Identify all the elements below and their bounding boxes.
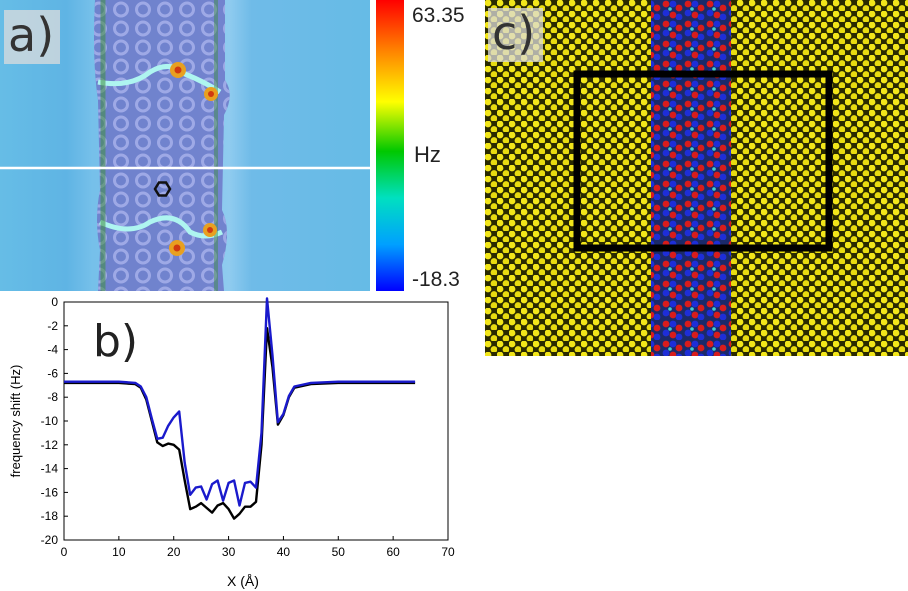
hexagon-marker [153, 181, 172, 197]
afm-map-panel [0, 0, 370, 291]
x-tick-label: 10 [112, 545, 126, 559]
ribbon-atoms [651, 0, 731, 356]
y-tick-label: -10 [41, 414, 59, 428]
panel-label-c: c) [488, 8, 544, 62]
scan-area-frame [573, 70, 833, 252]
y-axis-label: frequency shift (Hz) [8, 365, 23, 478]
x-tick-label: 20 [167, 545, 181, 559]
panel-label-b: b) [93, 316, 138, 367]
x-tick-label: 50 [332, 545, 346, 559]
y-tick-label: 0 [51, 296, 58, 309]
atomic-model-panel [485, 0, 908, 356]
y-tick-label: -4 [47, 343, 58, 357]
x-tick-label: 60 [386, 545, 400, 559]
colorbar-max-label: 63.35 [412, 4, 465, 27]
x-tick-label: 0 [61, 545, 68, 559]
y-tick-label: -14 [41, 462, 59, 476]
hotspot-core [174, 66, 182, 74]
hotspot-core [208, 91, 214, 97]
x-tick-label: 30 [222, 545, 236, 559]
colorbar [376, 0, 404, 291]
y-tick-label: -16 [41, 485, 59, 499]
x-tick-label: 70 [441, 545, 455, 559]
y-tick-label: -8 [47, 390, 58, 404]
colorbar-gradient [376, 0, 404, 291]
y-tick-label: -2 [47, 319, 58, 333]
ribbon-lattice [94, 0, 230, 291]
upper-edge-band [97, 64, 222, 95]
y-tick-label: -6 [47, 366, 58, 380]
lower-edge-band [98, 215, 224, 239]
y-tick-label: -20 [41, 533, 59, 547]
x-tick-label: 40 [277, 545, 291, 559]
x-axis-label: X (Å) [227, 573, 259, 589]
frequency-shift-chart: 0 10 20 30 40 50 60 70 0 -2 -4 -6 -8 -10 -12 -14 -16 -18… [8, 296, 455, 589]
y-tick-label: -18 [41, 509, 59, 523]
series-line-blue [64, 297, 416, 507]
hotspot-core [173, 244, 181, 252]
y-tick-label: -12 [41, 438, 59, 452]
hotspot-core [207, 227, 213, 233]
panel-label-a: a) [4, 10, 61, 64]
colorbar-min-label: -18.3 [412, 268, 460, 291]
colorbar-unit: Hz [414, 142, 441, 167]
